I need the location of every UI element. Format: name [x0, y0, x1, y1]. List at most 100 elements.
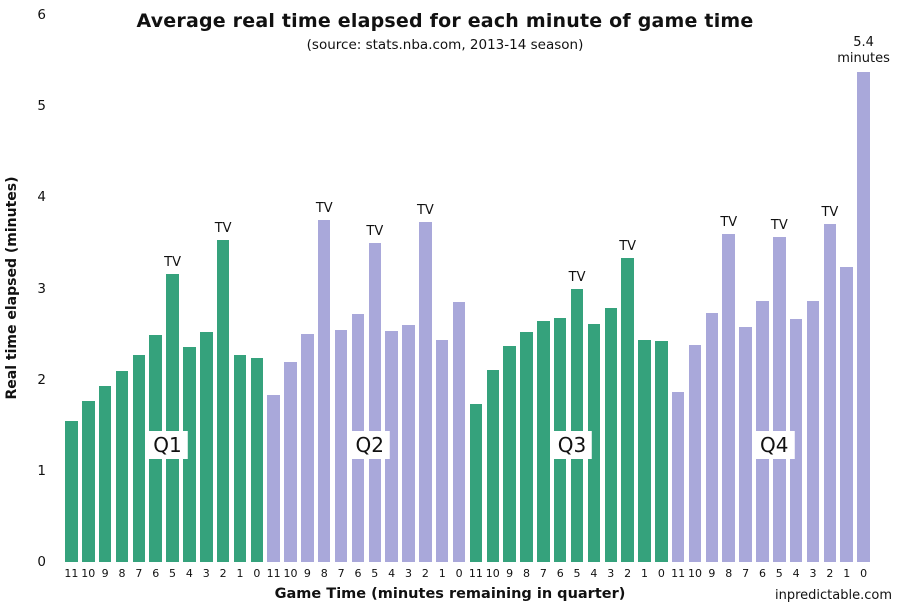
- bar-q4-min-10: [688, 345, 702, 562]
- x-tick-q2-9: 9: [303, 567, 311, 580]
- x-tick-q4-7: 7: [742, 567, 750, 580]
- y-tick-0: 0: [37, 554, 46, 570]
- x-tick-q4-3: 3: [809, 567, 817, 580]
- tv-timeout-label: TV: [821, 204, 839, 220]
- x-tick-q2-0: 0: [455, 567, 463, 580]
- x-tick-q2-5: 5: [371, 567, 379, 580]
- x-tick-q3-4: 4: [590, 567, 598, 580]
- x-tick-q1-1: 1: [236, 567, 244, 580]
- x-tick-q1-0: 0: [253, 567, 261, 580]
- tv-timeout-label: TV: [214, 221, 232, 237]
- bar-q1-min-8: [115, 371, 129, 562]
- chart-subtitle: (source: stats.nba.com, 2013-14 season): [306, 37, 584, 53]
- bar-q1-min-1: [233, 355, 247, 562]
- bar-q4-min-9: [705, 313, 719, 562]
- annotation-5-4-minutes: 5.4 minutes: [824, 35, 900, 66]
- x-tick-q1-4: 4: [185, 567, 193, 580]
- y-tick-4: 4: [37, 189, 46, 206]
- x-tick-q3-0: 0: [657, 567, 665, 580]
- bar-q2-min-5: [368, 242, 382, 562]
- bar-q3-min-10: [486, 369, 500, 562]
- x-tick-q4-8: 8: [725, 567, 733, 580]
- tv-timeout-label: TV: [315, 201, 333, 217]
- bar-q4-min-2: [823, 223, 837, 562]
- bar-q2-min-3: [402, 324, 415, 562]
- quarter-label-q4: Q4: [754, 431, 795, 459]
- bar-q3-min-7: [537, 321, 550, 562]
- x-tick-q3-5: 5: [573, 567, 581, 580]
- chart-title: Average real time elapsed for each minut…: [136, 10, 754, 32]
- bar-q3-min-8: [520, 332, 533, 562]
- tv-timeout-label: TV: [770, 217, 788, 233]
- x-tick-q4-4: 4: [792, 567, 800, 580]
- x-tick-q2-11: 11: [266, 567, 281, 580]
- bar-q4-min-1: [840, 266, 853, 562]
- bar-q3-min-11: [469, 404, 483, 562]
- x-tick-q3-1: 1: [640, 567, 648, 580]
- bar-q1-min-3: [200, 332, 213, 562]
- bar-q1-min-4: [183, 346, 196, 562]
- x-tick-q1-8: 8: [118, 567, 126, 580]
- x-tick-q2-2: 2: [421, 567, 429, 580]
- annotation-line: 5.4: [853, 35, 874, 51]
- x-tick-q3-3: 3: [607, 567, 615, 580]
- x-tick-q2-4: 4: [388, 567, 396, 580]
- source-site: inpredictable.com: [775, 588, 892, 603]
- x-tick-q1-7: 7: [135, 567, 143, 580]
- x-tick-q4-0: 0: [860, 567, 868, 580]
- x-tick-q4-6: 6: [758, 567, 766, 580]
- x-tick-q3-9: 9: [506, 567, 514, 580]
- bar-q3-min-3: [604, 307, 617, 562]
- x-tick-q3-2: 2: [624, 567, 632, 580]
- bar-q2-min-1: [435, 339, 449, 562]
- annotation-line: minutes: [837, 50, 890, 66]
- x-tick-q4-1: 1: [843, 567, 851, 580]
- x-tick-q3-11: 11: [468, 567, 483, 580]
- y-tick-2: 2: [37, 371, 46, 388]
- x-tick-q1-11: 11: [64, 567, 79, 580]
- x-tick-q4-11: 11: [671, 567, 686, 580]
- x-tick-q1-10: 10: [81, 567, 96, 580]
- bar-q4-min-5: [773, 236, 786, 562]
- x-tick-q4-9: 9: [708, 567, 716, 580]
- y-tick-3: 3: [37, 280, 46, 297]
- bar-q2-min-2: [419, 221, 432, 562]
- x-tick-q3-7: 7: [539, 567, 547, 580]
- bar-q2-min-10: [284, 362, 297, 562]
- tv-timeout-label: TV: [720, 214, 738, 230]
- bar-q4-min-0: [857, 72, 870, 562]
- x-tick-q2-7: 7: [337, 567, 345, 580]
- x-tick-q3-10: 10: [485, 567, 500, 580]
- tv-timeout-label: TV: [366, 223, 384, 239]
- bar-q1-min-0: [250, 357, 264, 562]
- tv-timeout-label: TV: [619, 239, 637, 255]
- x-tick-q2-6: 6: [354, 567, 362, 580]
- bar-q3-min-1: [638, 340, 651, 562]
- bar-q2-min-0: [452, 302, 466, 562]
- bar-q3-min-2: [621, 258, 634, 562]
- bar-q3-min-9: [503, 345, 516, 562]
- bar-q4-min-3: [806, 301, 820, 562]
- bar-q2-min-8: [317, 220, 331, 562]
- x-tick-q4-10: 10: [688, 567, 703, 580]
- x-tick-q3-6: 6: [556, 567, 564, 580]
- bar-q1-min-5: [166, 273, 179, 562]
- bar-q4-min-11: [671, 392, 685, 562]
- x-tick-q1-9: 9: [101, 567, 109, 580]
- bar-q2-min-7: [334, 330, 348, 562]
- bar-q1-min-2: [216, 240, 230, 562]
- bar-q3-min-5: [570, 288, 584, 562]
- x-tick-q4-2: 2: [826, 567, 834, 580]
- y-tick-5: 5: [37, 98, 46, 115]
- x-axis-label: Game Time (minutes remaining in quarter): [274, 586, 626, 602]
- bar-q1-min-7: [132, 355, 146, 562]
- bar-q2-min-11: [267, 395, 280, 562]
- x-tick-q1-3: 3: [202, 567, 210, 580]
- tv-timeout-label: TV: [164, 254, 181, 270]
- bar-q2-min-9: [301, 334, 314, 562]
- bar-q4-min-4: [789, 319, 803, 562]
- x-tick-q2-3: 3: [405, 567, 412, 580]
- tv-timeout-label: TV: [416, 202, 434, 218]
- x-tick-q2-10: 10: [283, 567, 298, 580]
